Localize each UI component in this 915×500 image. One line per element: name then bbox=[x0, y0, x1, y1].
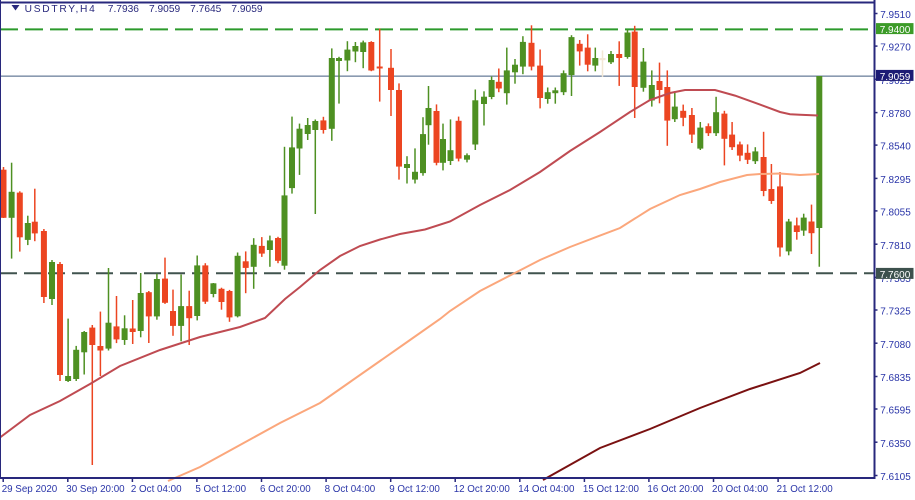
svg-text:14 Oct 04:00: 14 Oct 04:00 bbox=[518, 484, 575, 495]
svg-text:7.8540: 7.8540 bbox=[880, 142, 911, 153]
svg-text:8 Oct 04:00: 8 Oct 04:00 bbox=[325, 484, 376, 495]
svg-text:16 Oct 20:00: 16 Oct 20:00 bbox=[647, 484, 704, 495]
svg-text:7.7080: 7.7080 bbox=[880, 340, 911, 351]
svg-text:21 Oct 12:00: 21 Oct 12:00 bbox=[777, 484, 834, 495]
svg-text:7.9400: 7.9400 bbox=[880, 25, 911, 36]
svg-text:12 Oct 20:00: 12 Oct 20:00 bbox=[454, 484, 511, 495]
svg-text:7.9270: 7.9270 bbox=[880, 43, 911, 54]
svg-text:7.7936 7.9059 7.7645 7.9059: 7.7936 7.9059 7.7645 7.9059 bbox=[108, 4, 263, 15]
svg-text:7.6105: 7.6105 bbox=[880, 472, 911, 483]
svg-text:2 Oct 04:00: 2 Oct 04:00 bbox=[131, 484, 182, 495]
svg-text:29 Sep 2020: 29 Sep 2020 bbox=[2, 484, 58, 495]
svg-text:USDTRY,H4: USDTRY,H4 bbox=[25, 4, 97, 15]
svg-text:7.7810: 7.7810 bbox=[880, 241, 911, 252]
svg-text:7.8055: 7.8055 bbox=[880, 208, 911, 219]
svg-text:7.9510: 7.9510 bbox=[880, 10, 911, 21]
svg-text:7.6350: 7.6350 bbox=[880, 439, 911, 450]
svg-text:7.6835: 7.6835 bbox=[880, 373, 911, 384]
svg-text:7.9059: 7.9059 bbox=[880, 72, 911, 83]
svg-text:7.7565: 7.7565 bbox=[880, 274, 911, 285]
svg-text:5 Oct 12:00: 5 Oct 12:00 bbox=[195, 484, 246, 495]
svg-text:15 Oct 12:00: 15 Oct 12:00 bbox=[583, 484, 640, 495]
svg-text:20 Oct 04:00: 20 Oct 04:00 bbox=[712, 484, 769, 495]
svg-text:7.6595: 7.6595 bbox=[880, 406, 911, 417]
svg-text:7.7325: 7.7325 bbox=[880, 307, 911, 318]
svg-text:9 Oct 12:00: 9 Oct 12:00 bbox=[389, 484, 440, 495]
svg-text:7.7600: 7.7600 bbox=[880, 270, 911, 281]
svg-text:6 Oct 20:00: 6 Oct 20:00 bbox=[260, 484, 311, 495]
svg-text:7.8780: 7.8780 bbox=[880, 109, 911, 120]
svg-text:7.9025: 7.9025 bbox=[880, 76, 911, 87]
svg-text:7.8295: 7.8295 bbox=[880, 175, 911, 186]
svg-text:30 Sep 20:00: 30 Sep 20:00 bbox=[66, 484, 125, 495]
